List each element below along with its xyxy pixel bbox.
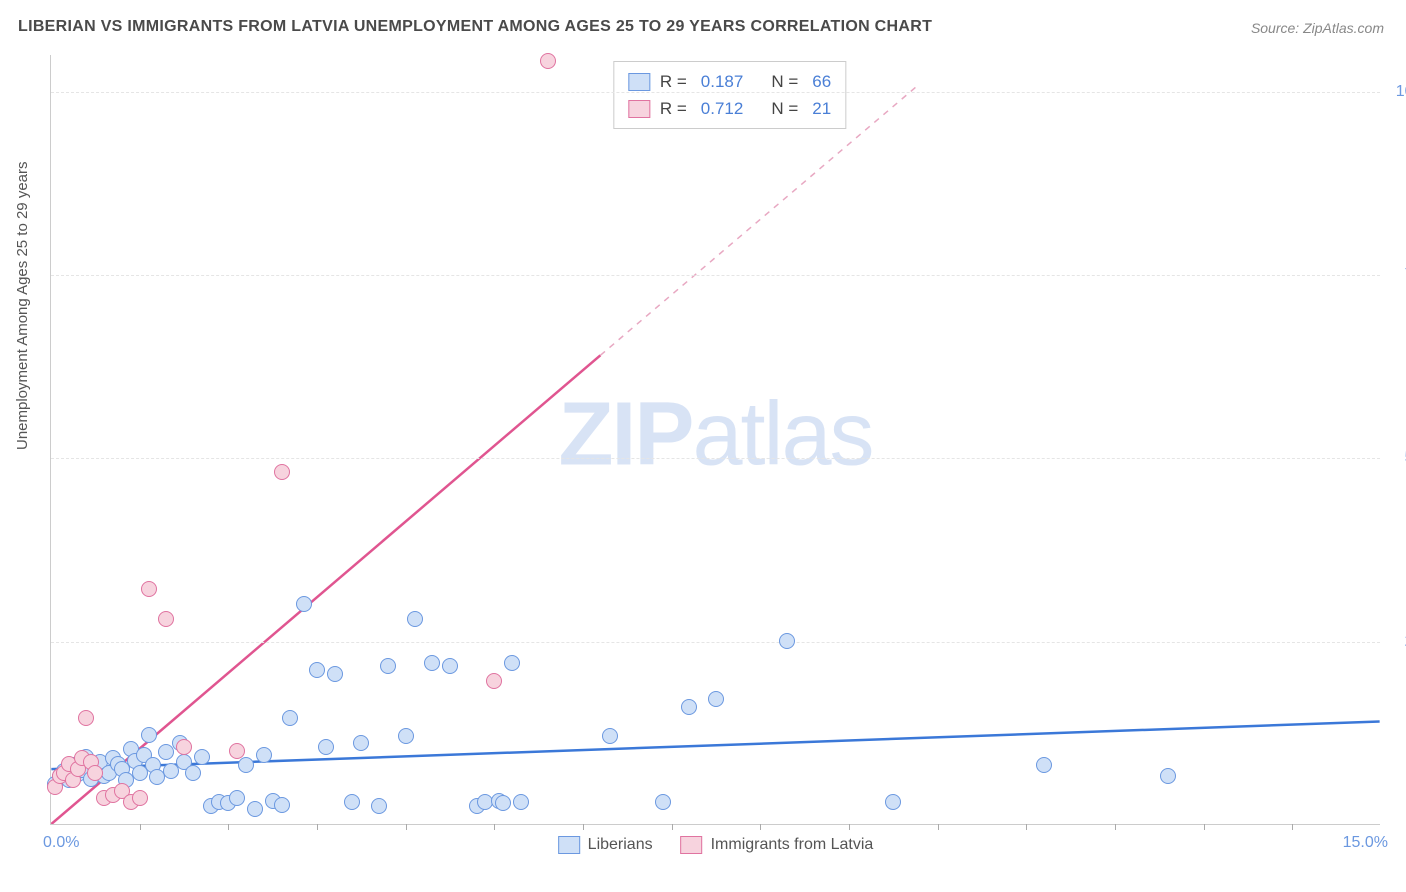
scatter-point: [176, 739, 192, 755]
scatter-point: [398, 728, 414, 744]
x-axis-tick-mark: [760, 824, 761, 830]
source-attribution: Source: ZipAtlas.com: [1251, 20, 1384, 36]
n-label: N =: [771, 95, 798, 122]
scatter-point: [247, 801, 263, 817]
legend-swatch: [681, 836, 703, 854]
x-axis-tick-mark: [406, 824, 407, 830]
grid-line-horizontal: [51, 92, 1380, 93]
scatter-point: [229, 790, 245, 806]
legend-series: Liberians Immigrants from Latvia: [558, 836, 874, 854]
x-axis-tick-mark: [317, 824, 318, 830]
scatter-point: [1160, 768, 1176, 784]
scatter-plot-area: ZIPatlas R =0.187N =66R =0.712N =21 0.0%…: [50, 55, 1380, 825]
n-value: 21: [812, 95, 831, 122]
scatter-point: [229, 743, 245, 759]
scatter-point: [486, 673, 502, 689]
scatter-point: [158, 611, 174, 627]
scatter-point: [327, 666, 343, 682]
grid-line-horizontal: [51, 275, 1380, 276]
r-label: R =: [660, 95, 687, 122]
scatter-point: [602, 728, 618, 744]
scatter-point: [442, 658, 458, 674]
x-axis-tick-mark: [849, 824, 850, 830]
chart-title: LIBERIAN VS IMMIGRANTS FROM LATVIA UNEMP…: [18, 18, 932, 36]
x-axis-tick-mark: [1204, 824, 1205, 830]
scatter-point: [318, 739, 334, 755]
scatter-point: [256, 747, 272, 763]
x-axis-tick-mark: [938, 824, 939, 830]
scatter-point: [274, 797, 290, 813]
scatter-point: [132, 790, 148, 806]
scatter-point: [87, 765, 103, 781]
legend-correlation-row: R = 0.712 N = 21: [628, 95, 831, 122]
scatter-point: [885, 794, 901, 810]
scatter-point: [141, 727, 157, 743]
x-axis-tick-mark: [140, 824, 141, 830]
legend-series-label: Immigrants from Latvia: [711, 836, 874, 854]
scatter-point: [371, 798, 387, 814]
scatter-point: [708, 691, 724, 707]
watermark-rest: atlas: [692, 384, 872, 484]
scatter-point: [513, 794, 529, 810]
scatter-point: [504, 655, 520, 671]
scatter-point: [540, 53, 556, 69]
legend-swatch: [628, 100, 650, 118]
watermark: ZIPatlas: [558, 383, 872, 486]
y-axis-tick-label: 75.0%: [1390, 266, 1406, 284]
trend-lines-layer: [51, 55, 1380, 824]
scatter-point: [309, 662, 325, 678]
x-axis-max-label: 15.0%: [1343, 834, 1388, 852]
scatter-point: [344, 794, 360, 810]
legend-series-label: Liberians: [588, 836, 653, 854]
scatter-point: [282, 710, 298, 726]
x-axis-tick-mark: [672, 824, 673, 830]
scatter-point: [655, 794, 671, 810]
scatter-point: [495, 795, 511, 811]
scatter-point: [185, 765, 201, 781]
scatter-point: [779, 633, 795, 649]
scatter-point: [1036, 757, 1052, 773]
scatter-point: [424, 655, 440, 671]
scatter-point: [353, 735, 369, 751]
scatter-point: [78, 710, 94, 726]
x-axis-tick-mark: [1026, 824, 1027, 830]
scatter-point: [141, 581, 157, 597]
legend-swatch: [558, 836, 580, 854]
scatter-point: [407, 611, 423, 627]
x-axis-tick-mark: [583, 824, 584, 830]
scatter-point: [296, 596, 312, 612]
legend-series-item: Liberians: [558, 836, 653, 854]
scatter-point: [274, 464, 290, 480]
x-axis-tick-mark: [1292, 824, 1293, 830]
x-axis-tick-mark: [1115, 824, 1116, 830]
y-axis-tick-label: 100.0%: [1390, 83, 1406, 101]
y-axis-label: Unemployment Among Ages 25 to 29 years: [14, 161, 31, 450]
scatter-point: [238, 757, 254, 773]
r-value: 0.712: [701, 95, 744, 122]
scatter-point: [681, 699, 697, 715]
y-axis-tick-label: 50.0%: [1390, 449, 1406, 467]
x-axis-tick-mark: [228, 824, 229, 830]
scatter-point: [380, 658, 396, 674]
legend-series-item: Immigrants from Latvia: [681, 836, 874, 854]
x-axis-min-label: 0.0%: [43, 834, 79, 852]
watermark-bold: ZIP: [558, 384, 692, 484]
legend-swatch: [628, 73, 650, 91]
x-axis-tick-mark: [494, 824, 495, 830]
grid-line-horizontal: [51, 642, 1380, 643]
y-axis-tick-label: 25.0%: [1390, 633, 1406, 651]
scatter-point: [194, 749, 210, 765]
grid-line-horizontal: [51, 458, 1380, 459]
legend-correlation: R =0.187N =66R =0.712N =21: [613, 61, 846, 129]
